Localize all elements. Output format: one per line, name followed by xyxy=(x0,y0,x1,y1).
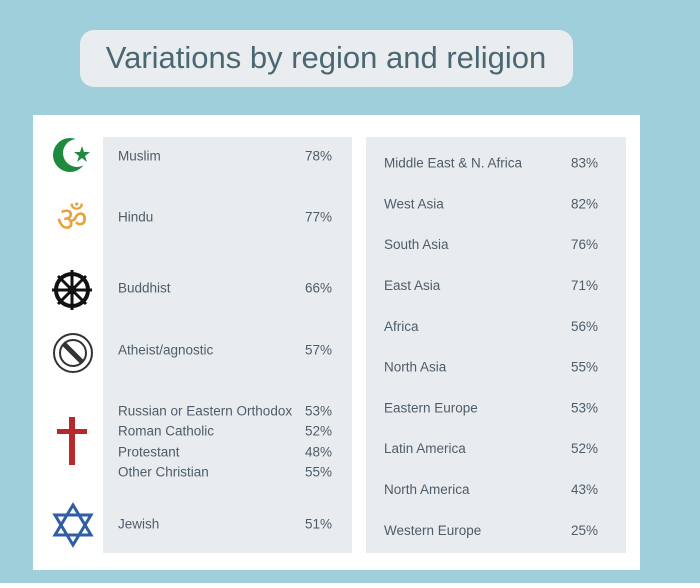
religion-value: 55% xyxy=(305,465,332,480)
region-value: 53% xyxy=(571,400,598,415)
religion-label: Buddhist xyxy=(118,281,171,296)
region-label: South Asia xyxy=(384,237,449,252)
religion-value: 52% xyxy=(305,424,332,439)
religion-label: Hindu xyxy=(118,210,153,225)
title-pill xyxy=(80,30,573,87)
religion-value: 78% xyxy=(305,149,332,164)
religion-value: 48% xyxy=(305,445,332,460)
religion-label: Other Christian xyxy=(118,465,209,480)
region-label: Latin America xyxy=(384,441,466,456)
region-label: East Asia xyxy=(384,278,441,293)
religion-value: 53% xyxy=(305,404,332,419)
cross-icon xyxy=(57,417,87,465)
om-icon: ॐ xyxy=(56,201,87,239)
religion-label: Roman Catholic xyxy=(118,424,214,439)
region-label: Western Europe xyxy=(384,523,481,538)
region-value: 82% xyxy=(571,196,598,211)
region-value: 55% xyxy=(571,360,598,375)
region-column xyxy=(366,137,626,553)
region-value: 25% xyxy=(571,523,598,538)
wheel-icon xyxy=(52,270,92,310)
religion-label: Atheist/agnostic xyxy=(118,343,214,358)
religion-value: 51% xyxy=(305,517,332,532)
title: Variations by region and religion xyxy=(106,40,547,75)
religion-value: 66% xyxy=(305,281,332,296)
region-label: North Asia xyxy=(384,360,447,375)
religion-label: Russian or Eastern Orthodox xyxy=(118,404,292,419)
religion-column xyxy=(103,137,352,553)
region-value: 43% xyxy=(571,482,598,497)
region-label: West Asia xyxy=(384,196,444,211)
region-label: Eastern Europe xyxy=(384,400,478,415)
region-value: 83% xyxy=(571,156,598,171)
crescent-icon xyxy=(53,138,91,172)
region-value: 56% xyxy=(571,319,598,334)
region-label: Middle East & N. Africa xyxy=(384,156,523,171)
religion-value: 57% xyxy=(305,343,332,358)
region-label: Africa xyxy=(384,319,419,334)
religion-label: Protestant xyxy=(118,445,180,460)
religion-label: Jewish xyxy=(118,517,159,532)
religion-value: 77% xyxy=(305,210,332,225)
region-label: North America xyxy=(384,482,470,497)
region-value: 76% xyxy=(571,237,598,252)
region-value: 52% xyxy=(571,441,598,456)
region-value: 71% xyxy=(571,278,598,293)
prohibition-icon xyxy=(53,333,93,373)
star-of-david-icon xyxy=(52,502,94,548)
religion-label: Muslim xyxy=(118,149,161,164)
